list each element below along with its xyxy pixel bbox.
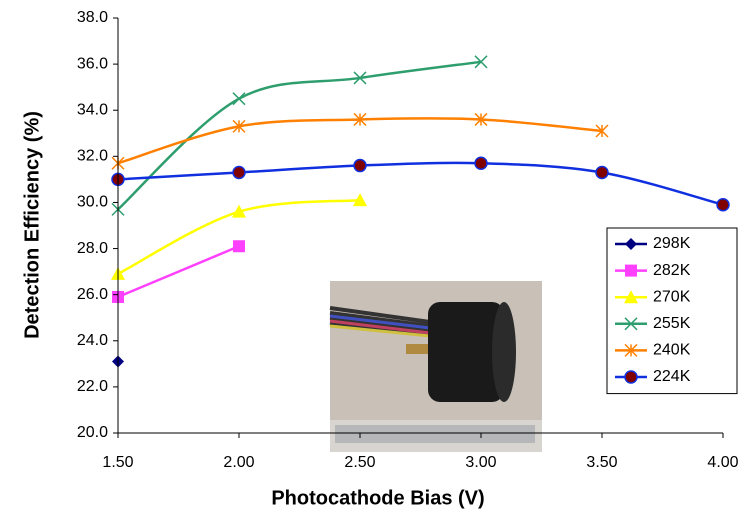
legend-label: 224K xyxy=(653,368,691,385)
data-point xyxy=(353,112,367,126)
legend-marker xyxy=(624,317,638,331)
legend-marker xyxy=(625,238,637,250)
x-tick-label: 2.00 xyxy=(223,454,254,471)
legend-marker xyxy=(625,264,637,277)
inset-photo xyxy=(329,281,542,452)
legend-label: 282K xyxy=(653,262,691,279)
data-point xyxy=(595,165,609,180)
y-tick-label: 34.0 xyxy=(77,101,108,118)
data-point xyxy=(232,92,246,106)
legend-label: 298K xyxy=(653,235,691,252)
data-point xyxy=(474,156,488,170)
y-tick-label: 30.0 xyxy=(77,194,108,211)
data-point xyxy=(233,240,245,253)
y-axis-title: Detection Efficiency (%) xyxy=(21,111,43,339)
x-tick-label: 3.50 xyxy=(586,454,617,471)
x-tick-label: 2.50 xyxy=(344,454,375,471)
data-point xyxy=(474,55,488,69)
data-point xyxy=(716,198,730,212)
legend-label: 255K xyxy=(653,315,691,332)
x-tick-label: 4.00 xyxy=(707,454,738,471)
data-point xyxy=(353,158,367,173)
y-tick-label: 26.0 xyxy=(77,286,108,303)
data-point xyxy=(474,112,488,126)
y-tick-label: 28.0 xyxy=(77,240,108,257)
x-axis-title: Photocathode Bias (V) xyxy=(271,487,484,509)
x-tick-label: 1.50 xyxy=(102,454,133,471)
y-tick-label: 24.0 xyxy=(77,332,108,349)
x-tick-label: 3.00 xyxy=(465,454,496,471)
data-point xyxy=(232,204,246,218)
data-point xyxy=(595,124,609,138)
legend-box xyxy=(606,227,738,395)
legend-label: 240K xyxy=(653,342,691,359)
legend-marker xyxy=(624,370,638,384)
legend-label: 270K xyxy=(653,288,691,305)
data-point xyxy=(232,119,246,133)
series-line xyxy=(117,245,240,299)
y-tick-label: 38.0 xyxy=(77,9,108,26)
legend: 298K 282K 270K 255K 240K 224K xyxy=(606,227,738,395)
series-line xyxy=(117,60,482,211)
y-tick-label: 32.0 xyxy=(77,148,108,165)
data-point xyxy=(232,165,246,180)
y-tick-label: 36.0 xyxy=(77,55,108,72)
y-tick-label: 22.0 xyxy=(77,378,108,395)
legend-marker xyxy=(624,343,638,357)
data-point xyxy=(353,71,367,85)
legend-marker xyxy=(624,290,638,304)
y-tick-label: 20.0 xyxy=(77,424,108,441)
data-point xyxy=(353,193,367,207)
series-line xyxy=(117,161,724,206)
